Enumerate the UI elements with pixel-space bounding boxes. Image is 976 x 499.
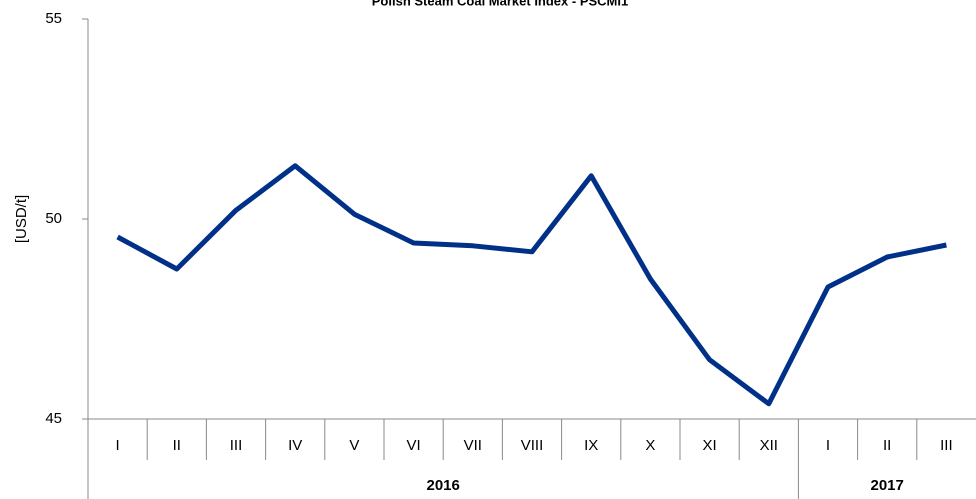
y-tick-label: 45 [45, 410, 62, 427]
x-tick-label: VI [407, 437, 421, 454]
x-tick-label: III [230, 437, 243, 454]
x-group-label: 2017 [871, 477, 904, 494]
x-tick-label: I [826, 437, 830, 454]
y-axis-label: [USD/t] [13, 195, 30, 243]
data-line [116, 163, 947, 407]
x-tick-label: III [940, 437, 953, 454]
x-tick-label: I [116, 437, 120, 454]
y-tick-label: 50 [45, 210, 62, 227]
x-tick-label: V [349, 437, 359, 454]
x-group-label: 2016 [427, 477, 460, 494]
x-tick-label: VIII [521, 437, 544, 454]
x-tick-label: XI [703, 437, 717, 454]
x-tick-label: X [645, 437, 655, 454]
x-tick-label: II [883, 437, 891, 454]
x-tick-label: XII [760, 437, 778, 454]
chart-title: Polish Steam Coal Market Index - PSCMI1 [372, 0, 628, 8]
x-tick-label: IV [288, 437, 302, 454]
x-tick-label: VII [464, 437, 482, 454]
x-tick-label: II [173, 437, 181, 454]
y-tick-label: 55 [45, 10, 62, 27]
x-tick-label: IX [584, 437, 598, 454]
